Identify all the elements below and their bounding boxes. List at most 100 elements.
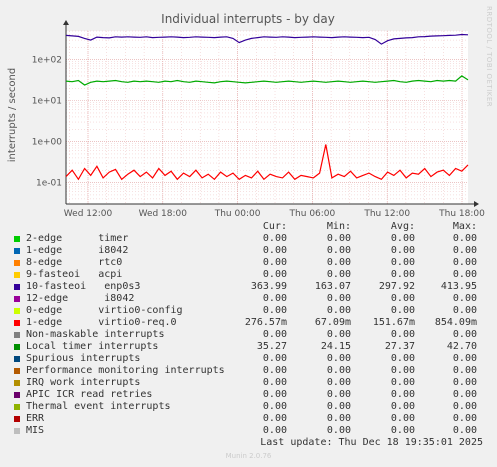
legend-row: MIS 0.00 0.00 0.00 0.00 bbox=[0, 425, 497, 437]
legend-value-max: 0.00 bbox=[452, 377, 477, 388]
legend-value-avg: 0.00 bbox=[390, 401, 415, 412]
legend-value-cur: 0.00 bbox=[262, 413, 287, 424]
legend-value-min: 0.00 bbox=[326, 329, 351, 340]
legend-row: 1-edge virtio0-req.0 276.57m 67.09m 151.67m… bbox=[0, 317, 497, 329]
legend-row: Local timer interrupts 35.27 24.15 27.37 42.… bbox=[0, 341, 497, 353]
legend-value-cur: 0.00 bbox=[262, 401, 287, 412]
legend-series-name: Non-maskable interrupts bbox=[26, 329, 165, 340]
legend-value-min: 0.00 bbox=[326, 257, 351, 268]
x-tick-label: Wed 18:00 bbox=[139, 209, 188, 219]
legend-row: Thermal event interrupts 0.00 0.00 0.00 0.00 bbox=[0, 401, 497, 413]
legend-swatch bbox=[14, 428, 20, 434]
legend-swatch bbox=[14, 332, 20, 338]
legend-header: Cur: Min: Avg: Max: bbox=[0, 221, 497, 233]
legend-value-cur: 0.00 bbox=[262, 305, 287, 316]
series-line bbox=[65, 144, 469, 181]
legend-value-min: 0.00 bbox=[326, 305, 351, 316]
legend-value-max: 0.00 bbox=[452, 293, 477, 304]
legend-value-min: 0.00 bbox=[326, 365, 351, 376]
legend-value-avg: 0.00 bbox=[390, 425, 415, 436]
legend-value-cur: 276.57m bbox=[244, 317, 287, 328]
legend-value-avg: 0.00 bbox=[390, 269, 415, 280]
series-line bbox=[65, 33, 469, 45]
legend-swatch bbox=[14, 368, 20, 374]
legend-value-max: 0.00 bbox=[452, 401, 477, 412]
y-axis-arrow bbox=[63, 20, 69, 25]
legend-value-min: 24.15 bbox=[320, 341, 351, 352]
legend-value-min: 163.07 bbox=[314, 281, 351, 292]
legend-value-max: 0.00 bbox=[452, 245, 477, 256]
x-tick-label: Thu 06:00 bbox=[289, 209, 336, 219]
legend-value-avg: 0.00 bbox=[390, 389, 415, 400]
legend-value-cur: 0.00 bbox=[262, 233, 287, 244]
legend-row: 8-edge rtc0 0.00 0.00 0.00 0.00 bbox=[0, 257, 497, 269]
rrdtool-credit: RRDTOOL / TOBI OETIKER bbox=[485, 6, 493, 108]
legend-swatch bbox=[14, 272, 20, 278]
x-axis-arrow bbox=[474, 201, 479, 207]
legend-header-min: Min: bbox=[326, 221, 351, 232]
legend-row: ERR 0.00 0.00 0.00 0.00 bbox=[0, 413, 497, 425]
legend-value-max: 0.00 bbox=[452, 257, 477, 268]
legend-value-avg: 0.00 bbox=[390, 413, 415, 424]
legend-value-min: 0.00 bbox=[326, 269, 351, 280]
legend-value-min: 67.09m bbox=[314, 317, 351, 328]
legend-value-avg: 27.37 bbox=[384, 341, 415, 352]
legend-swatch bbox=[14, 284, 20, 290]
legend-value-max: 0.00 bbox=[452, 329, 477, 340]
legend-value-min: 0.00 bbox=[326, 401, 351, 412]
legend-value-avg: 151.67m bbox=[372, 317, 415, 328]
x-tick-label: Wed 12:00 bbox=[64, 209, 113, 219]
legend-value-cur: 0.00 bbox=[262, 257, 287, 268]
legend-series-name: 2-edge timer bbox=[26, 233, 129, 244]
legend-series-name: IRQ work interrupts bbox=[26, 377, 141, 388]
chart-area: Individual interrupts - by day interrupt… bbox=[7, 12, 485, 219]
legend-series-name: 1-edge i8042 bbox=[26, 245, 129, 256]
legend-row: Performance monitoring interrupts 0.00 0.0… bbox=[0, 365, 497, 377]
legend-value-cur: 0.00 bbox=[262, 389, 287, 400]
legend-swatch bbox=[14, 308, 20, 314]
legend-swatch bbox=[14, 320, 20, 326]
legend-value-avg: 0.00 bbox=[390, 293, 415, 304]
y-tick-label: 1e+02 bbox=[32, 56, 62, 66]
legend-header-cur: Cur: bbox=[262, 221, 287, 232]
chart-title: Individual interrupts - by day bbox=[161, 12, 335, 26]
legend-series-name: MIS bbox=[26, 425, 45, 436]
legend-swatch bbox=[14, 416, 20, 422]
legend-series-name: APIC ICR read retries bbox=[26, 389, 153, 400]
legend-swatch bbox=[14, 248, 20, 254]
legend-series-name: ERR bbox=[26, 413, 45, 424]
legend-row: 2-edge timer 0.00 0.00 0.00 0.00 bbox=[0, 233, 497, 245]
legend-value-max: 413.95 bbox=[440, 281, 477, 292]
legend-series-name: 8-edge rtc0 bbox=[26, 257, 123, 268]
y-tick-label: 1e-01 bbox=[36, 179, 62, 189]
series-line bbox=[65, 75, 469, 86]
legend-header-max: Max: bbox=[452, 221, 477, 232]
legend-value-max: 854.09m bbox=[434, 317, 477, 328]
x-tick-label: Thu 18:00 bbox=[438, 209, 485, 219]
legend-swatch bbox=[14, 380, 20, 386]
legend-value-min: 0.00 bbox=[326, 293, 351, 304]
legend-value-cur: 0.00 bbox=[262, 353, 287, 364]
legend-value-max: 0.00 bbox=[452, 269, 477, 280]
legend-series-name: 10-fasteoi enp0s3 bbox=[26, 281, 141, 292]
legend-value-cur: 0.00 bbox=[262, 245, 287, 256]
legend-value-min: 0.00 bbox=[326, 425, 351, 436]
legend-row: Non-maskable interrupts 0.00 0.00 0.00 0.00 bbox=[0, 329, 497, 341]
legend-value-max: 0.00 bbox=[452, 365, 477, 376]
legend-value-max: 0.00 bbox=[452, 353, 477, 364]
plot-background bbox=[66, 31, 468, 204]
legend-row: 12-edge i8042 0.00 0.00 0.00 0.00 bbox=[0, 293, 497, 305]
legend-value-max: 0.00 bbox=[452, 413, 477, 424]
legend-table: Cur: Min: Avg: Max: 2-edge timer 0.00 0.00… bbox=[0, 221, 497, 437]
legend-value-cur: 0.00 bbox=[262, 365, 287, 376]
legend-header-avg: Avg: bbox=[390, 221, 415, 232]
legend-series-name: Thermal event interrupts bbox=[26, 401, 171, 412]
legend-value-max: 0.00 bbox=[452, 425, 477, 436]
legend-value-cur: 0.00 bbox=[262, 293, 287, 304]
legend-swatch bbox=[14, 236, 20, 242]
legend-value-max: 42.70 bbox=[446, 341, 477, 352]
legend-row: 9-fasteoi acpi 0.00 0.00 0.00 0.00 bbox=[0, 269, 497, 281]
legend-value-avg: 0.00 bbox=[390, 377, 415, 388]
last-update: Last update: Thu Dec 18 19:35:01 2025 bbox=[260, 437, 483, 448]
legend-value-cur: 35.27 bbox=[256, 341, 287, 352]
